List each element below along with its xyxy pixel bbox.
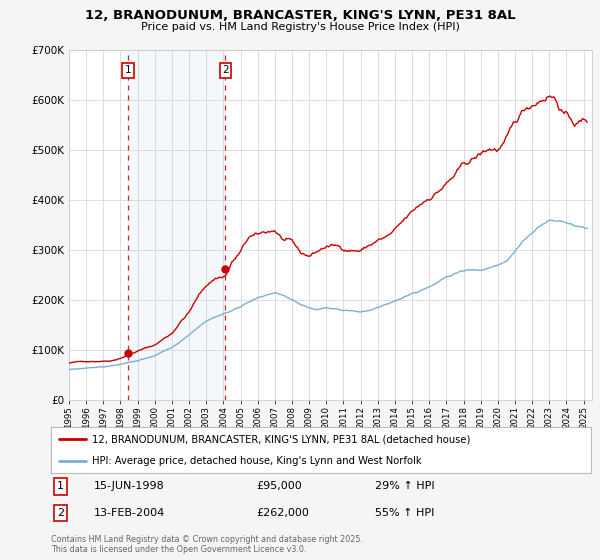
Text: 15-JUN-1998: 15-JUN-1998 bbox=[94, 482, 165, 492]
Text: Contains HM Land Registry data © Crown copyright and database right 2025.
This d: Contains HM Land Registry data © Crown c… bbox=[51, 535, 363, 554]
Bar bbox=[128, 50, 226, 400]
Text: 12, BRANODUNUM, BRANCASTER, KING'S LYNN, PE31 8AL (detached house): 12, BRANODUNUM, BRANCASTER, KING'S LYNN,… bbox=[91, 434, 470, 444]
Text: 2: 2 bbox=[222, 66, 229, 76]
Text: HPI: Average price, detached house, King's Lynn and West Norfolk: HPI: Average price, detached house, King… bbox=[91, 456, 421, 466]
Text: 55% ↑ HPI: 55% ↑ HPI bbox=[375, 508, 434, 518]
Text: 1: 1 bbox=[125, 66, 131, 76]
Text: 29% ↑ HPI: 29% ↑ HPI bbox=[375, 482, 434, 492]
Text: £95,000: £95,000 bbox=[256, 482, 302, 492]
Text: Price paid vs. HM Land Registry's House Price Index (HPI): Price paid vs. HM Land Registry's House … bbox=[140, 22, 460, 32]
Text: £262,000: £262,000 bbox=[256, 508, 309, 518]
Text: 1: 1 bbox=[57, 482, 64, 492]
Text: 12, BRANODUNUM, BRANCASTER, KING'S LYNN, PE31 8AL: 12, BRANODUNUM, BRANCASTER, KING'S LYNN,… bbox=[85, 9, 515, 22]
Text: 13-FEB-2004: 13-FEB-2004 bbox=[94, 508, 166, 518]
Text: 2: 2 bbox=[57, 508, 64, 518]
